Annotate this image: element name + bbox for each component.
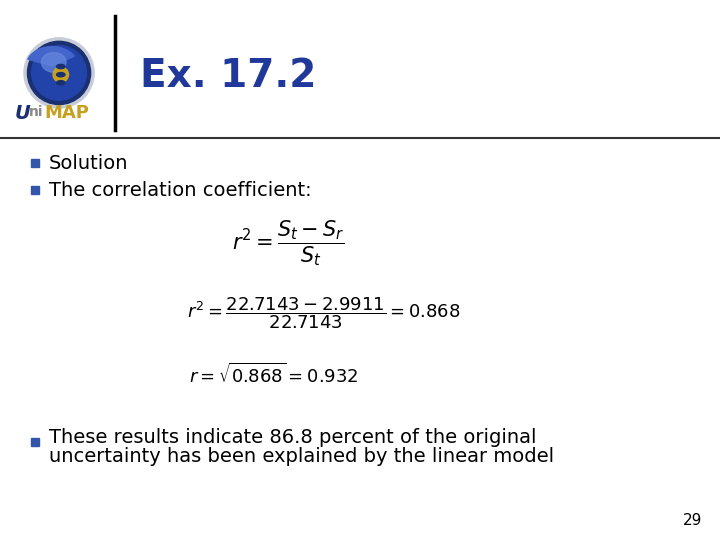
- Text: The correlation coefficient:: The correlation coefficient:: [49, 180, 312, 200]
- Ellipse shape: [53, 67, 68, 83]
- Ellipse shape: [27, 41, 91, 105]
- Ellipse shape: [57, 80, 65, 85]
- Text: $r = \sqrt{0.868} = 0.932$: $r = \sqrt{0.868} = 0.932$: [189, 363, 359, 387]
- Text: 29: 29: [683, 513, 702, 528]
- Ellipse shape: [42, 52, 66, 72]
- Ellipse shape: [32, 45, 86, 100]
- Ellipse shape: [24, 38, 94, 108]
- Text: MAP: MAP: [45, 104, 89, 123]
- Text: $r^2 = \dfrac{22.7143 - 2.9911}{22.7143} = 0.868$: $r^2 = \dfrac{22.7143 - 2.9911}{22.7143}…: [187, 295, 461, 331]
- Text: ni: ni: [29, 105, 43, 119]
- Ellipse shape: [57, 72, 65, 77]
- Text: $r^2 = \dfrac{S_t - S_r}{S_t}$: $r^2 = \dfrac{S_t - S_r}{S_t}$: [232, 218, 344, 268]
- Text: These results indicate 86.8 percent of the original: These results indicate 86.8 percent of t…: [49, 428, 536, 447]
- Text: Ex. 17.2: Ex. 17.2: [140, 57, 317, 94]
- Text: Solution: Solution: [49, 153, 128, 173]
- Text: uncertainty has been explained by the linear model: uncertainty has been explained by the li…: [49, 447, 554, 466]
- Ellipse shape: [57, 64, 65, 69]
- Wedge shape: [28, 46, 74, 66]
- Text: U: U: [14, 104, 30, 123]
